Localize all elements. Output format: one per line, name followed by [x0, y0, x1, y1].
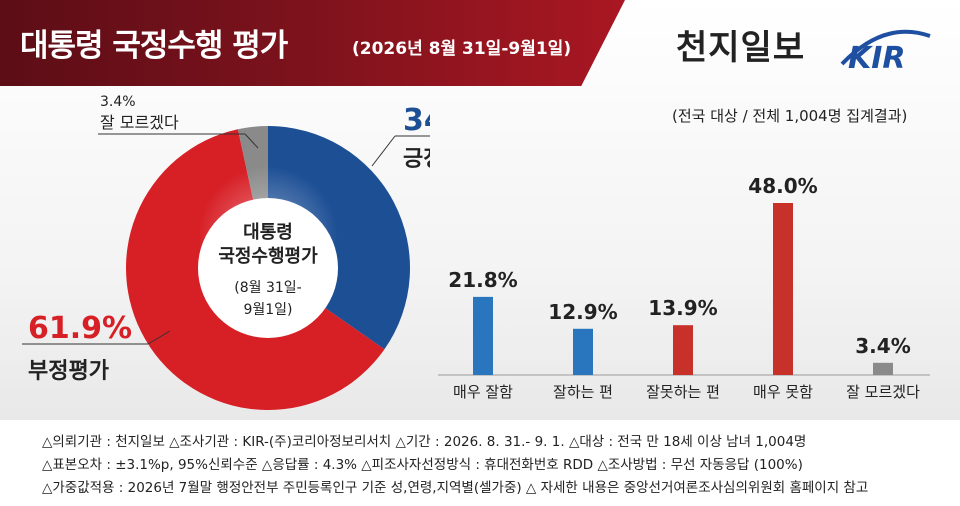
note-line-3: △가중값적용 : 2026년 7월말 행정안전부 주민등록인구 기준 성,연령,…	[42, 480, 869, 496]
bar	[673, 325, 693, 375]
center-title-line2: 국정수행평가	[218, 246, 318, 267]
bar-value-label: 21.8%	[448, 268, 517, 292]
note-line-2: △표본오차 : ±3.1%p, 95%신뢰수준 △응답률 : 4.3% △피조사…	[42, 457, 803, 473]
bar	[773, 203, 793, 375]
bar-value-label: 13.9%	[648, 296, 717, 320]
bar-chart: 21.8% 매우 잘함 12.9% 잘하는 편 13.9% 잘못하는 편 48.0% 매우 못…	[438, 174, 930, 401]
bar-value-label: 48.0%	[748, 174, 817, 198]
leader-line-dont-know	[244, 133, 259, 149]
logo-swoosh	[840, 29, 931, 66]
bar-category-label: 잘하는 편	[553, 383, 613, 401]
note-line-1: △의뢰기관 : 천지일보 △조사기관 : KIR-(주)코리아정보리서치 △기간…	[42, 434, 807, 450]
bar-category-label: 잘 모르겠다	[846, 383, 920, 401]
bar-category-label: 매우 잘함	[453, 383, 513, 401]
bar-category-label: 잘못하는 편	[646, 383, 720, 401]
center-date-line1: (8월 31일-	[234, 280, 301, 296]
bar-category-label: 매우 못함	[753, 383, 813, 401]
bar	[473, 296, 493, 375]
negative-value: 61.9%	[28, 311, 132, 346]
bar-value-label: 3.4%	[855, 334, 910, 358]
donut-center	[198, 198, 338, 338]
kir-logo: KIR	[840, 29, 931, 74]
negative-label: 부정평가	[28, 359, 109, 384]
survey-date: (2026년 8월 31일-9월1일)	[352, 39, 572, 59]
bar	[573, 328, 593, 375]
bar-value-label: 12.9%	[548, 300, 617, 324]
survey-notes: △의뢰기관 : 천지일보 △조사기관 : KIR-(주)코리아정보리서치 △기간…	[0, 420, 960, 506]
bar	[873, 362, 893, 375]
page-title: 대통령 국정수행 평가	[20, 28, 288, 64]
leader-line-negative	[147, 330, 171, 345]
donut-chart: 대통령 국정수행평가 (8월 31일- 9월1일) 34.7% 긍정평가 61.…	[22, 94, 430, 411]
center-date-line2: 9월1일)	[243, 302, 292, 318]
title-banner	[0, 0, 625, 86]
positive-label: 긍정평가	[403, 147, 430, 172]
publisher-name: 천지일보	[676, 28, 806, 68]
logo-text: KIR	[848, 41, 906, 74]
center-title-line1: 대통령	[243, 222, 293, 243]
positive-value: 34.7%	[403, 103, 430, 138]
dont-know-value: 3.4%	[100, 94, 136, 110]
survey-scope: (전국 대상 / 전체 1,004명 집계결과)	[672, 107, 908, 125]
dont-know-label: 잘 모르겠다	[100, 113, 179, 132]
leader-line-positive	[371, 135, 396, 167]
